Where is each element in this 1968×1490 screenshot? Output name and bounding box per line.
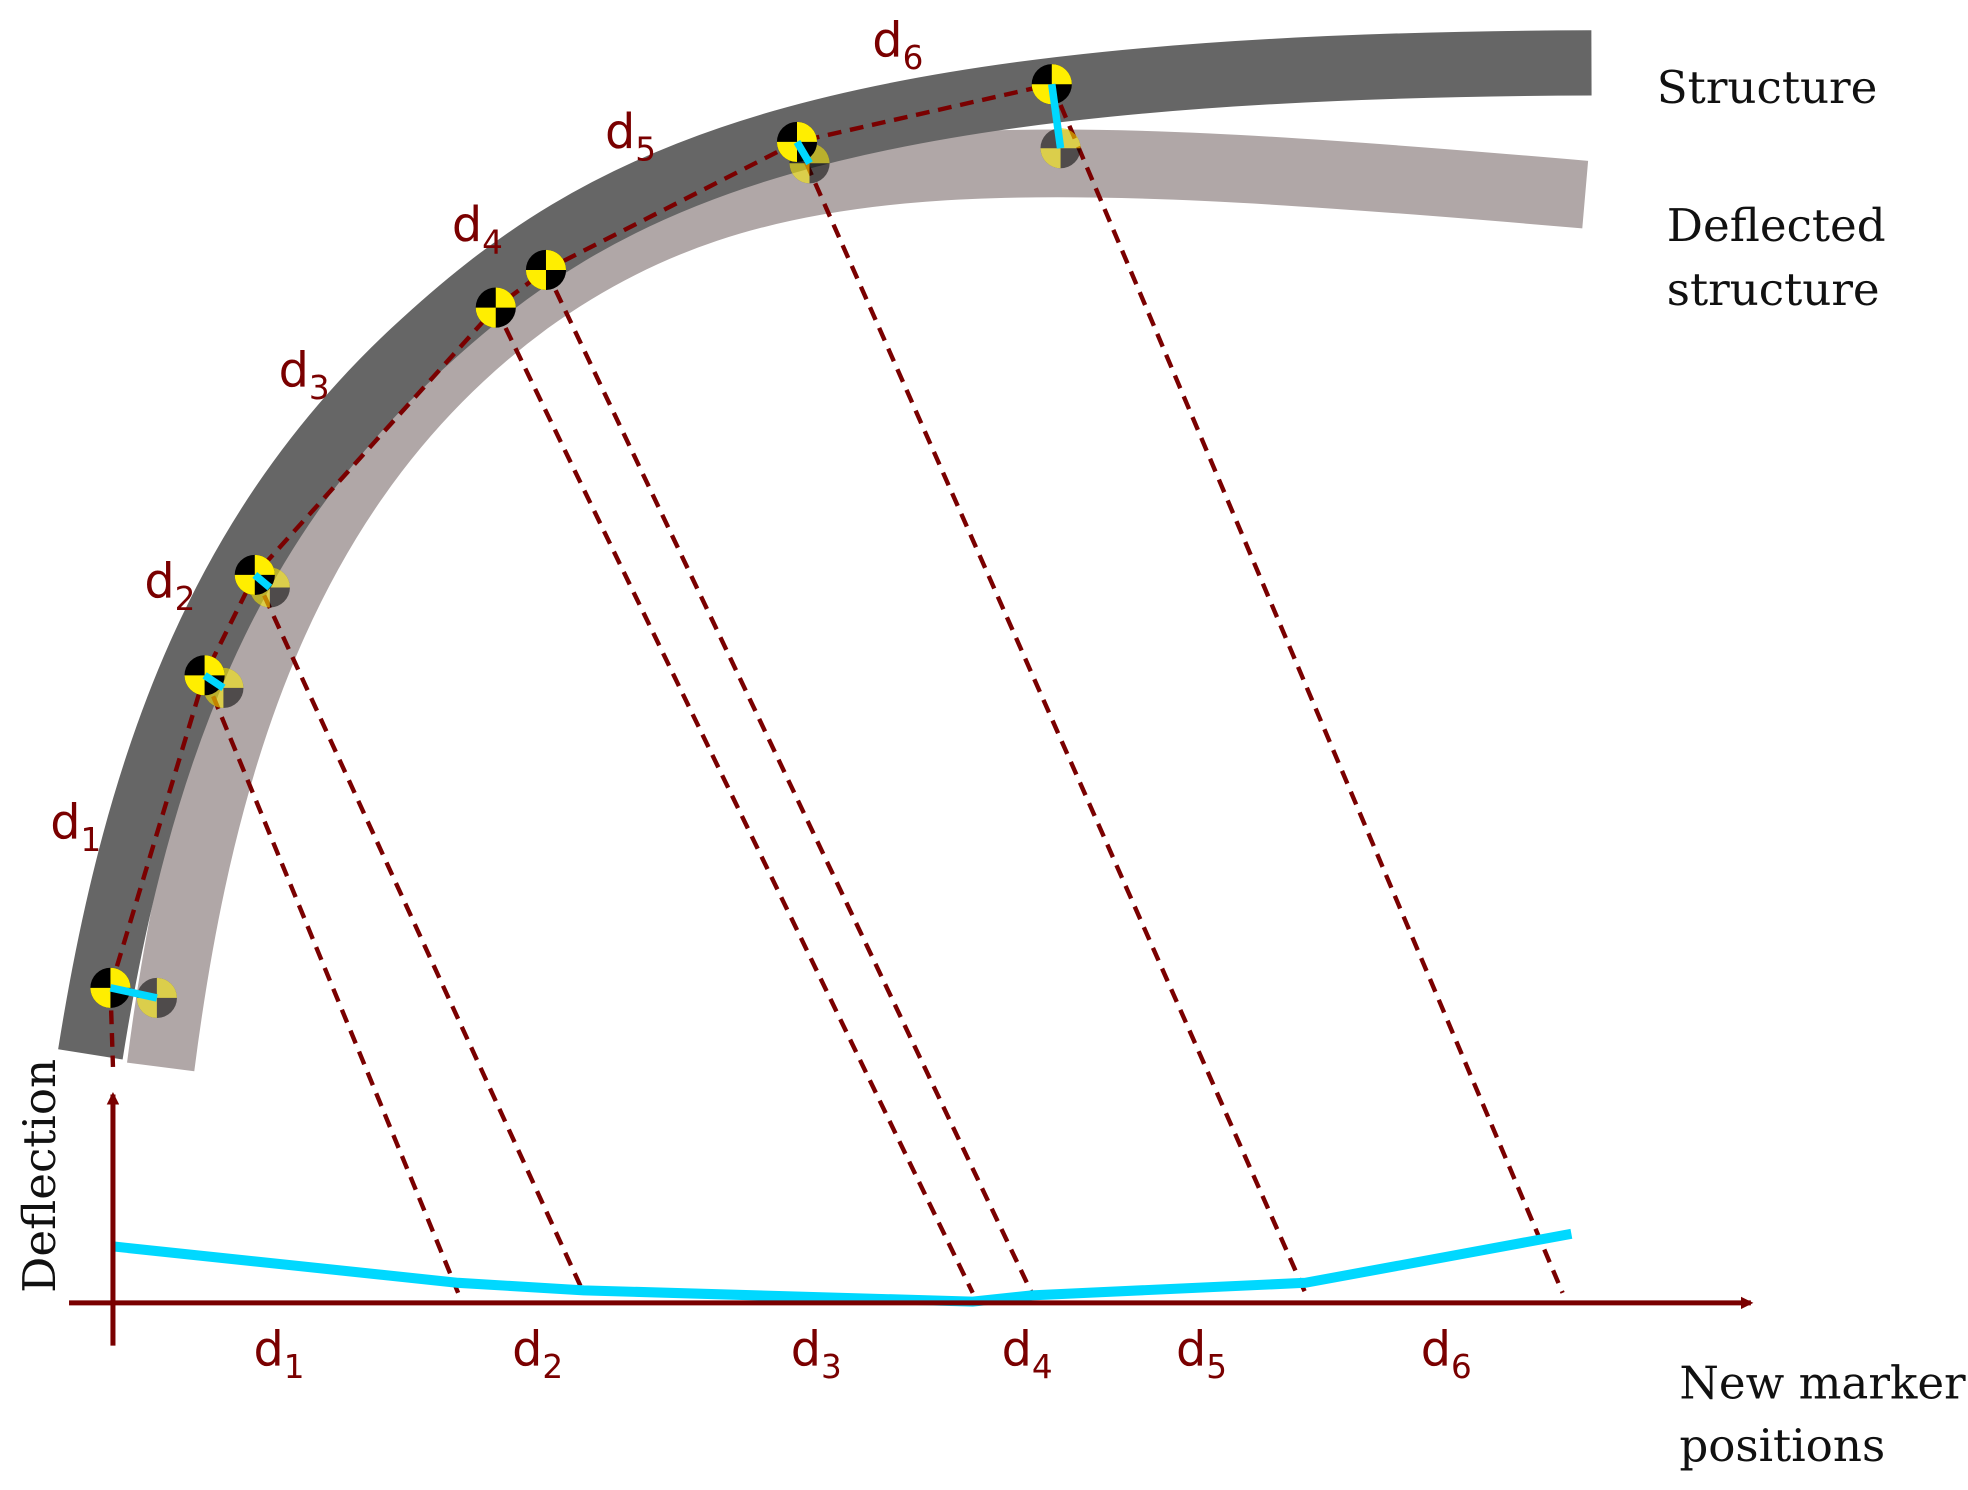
projection-lines — [108, 82, 1565, 1294]
projection-line — [493, 306, 975, 1294]
label-sub: 6 — [903, 39, 924, 77]
segment-label: d2 — [144, 555, 195, 619]
label-base: d — [50, 796, 80, 851]
label-sub: 2 — [175, 580, 196, 618]
label-base: d — [254, 1323, 284, 1378]
marker-quad — [475, 307, 496, 328]
displacement — [109, 984, 158, 1002]
label-base: d — [872, 14, 902, 69]
displacement — [252, 572, 273, 591]
marker-quad — [525, 269, 546, 291]
projection-line — [202, 674, 461, 1294]
marker-quad — [1031, 84, 1052, 105]
projection-line — [1049, 83, 1565, 1294]
marker-quad — [1051, 64, 1072, 85]
label-base: d — [144, 555, 174, 610]
label-sub: 3 — [821, 1348, 842, 1386]
marker-quad — [156, 977, 177, 998]
label-sub: 3 — [309, 369, 330, 407]
marker-quad — [789, 163, 810, 184]
marker-quad — [269, 567, 290, 588]
segment-label: d1 — [50, 796, 101, 860]
segment-label: d3 — [791, 1323, 842, 1387]
markers — [90, 64, 1081, 1018]
label-sub: 6 — [1451, 1348, 1472, 1386]
marker-quad — [796, 121, 818, 142]
label-base: d — [605, 105, 635, 160]
deflection-curve — [112, 1228, 1573, 1307]
marker-quad — [110, 967, 131, 988]
marker — [525, 249, 567, 291]
label-base: d — [512, 1323, 542, 1378]
label-base: d — [452, 198, 482, 253]
marker — [90, 967, 131, 1008]
segment-label: d3 — [279, 344, 330, 408]
projection-line — [252, 574, 586, 1294]
label-base: d — [791, 1323, 821, 1378]
marker-quad — [90, 987, 111, 1008]
label-base: d — [1421, 1323, 1451, 1378]
marker-quad — [223, 667, 244, 688]
marker-quad — [495, 287, 516, 308]
label-base: d — [1176, 1323, 1206, 1378]
deflected-label: Deflected — [1667, 199, 1886, 252]
marker-quad — [136, 997, 157, 1018]
segment-label: d2 — [512, 1323, 563, 1387]
displacement — [1048, 83, 1065, 149]
marker-quad — [1060, 128, 1081, 149]
label-base: d — [1002, 1323, 1032, 1378]
segment-label: d6 — [872, 14, 923, 78]
marker — [776, 121, 818, 163]
label-sub: 1 — [284, 1348, 305, 1386]
displacement — [793, 140, 813, 166]
label-sub: 4 — [1032, 1348, 1053, 1386]
y-axis-label: Deflection — [13, 1059, 66, 1293]
marker-quad — [204, 655, 225, 676]
deflected-label: structure — [1667, 263, 1880, 316]
label-base: d — [279, 344, 309, 399]
projection-line — [543, 269, 1034, 1294]
deflected-structure — [127, 129, 1589, 1072]
marker-quad — [776, 141, 797, 163]
structure-label: Structure — [1657, 61, 1878, 114]
x-axis-label: New marker — [1679, 1356, 1966, 1409]
marker-quad — [1040, 148, 1061, 169]
marker — [475, 287, 516, 328]
deflected-marker — [1040, 128, 1081, 169]
segment-label: d4 — [452, 198, 503, 262]
displacement — [202, 672, 226, 692]
x-axis-label: positions — [1679, 1419, 1885, 1472]
segment-label: d1 — [254, 1323, 305, 1387]
marker-quad — [254, 554, 275, 575]
projection-line — [794, 141, 1308, 1294]
segment-label: d4 — [1002, 1323, 1053, 1387]
label-sub: 5 — [1206, 1348, 1227, 1386]
label-sub: 1 — [80, 821, 101, 859]
segment-label: d5 — [605, 105, 656, 169]
marker — [184, 655, 225, 696]
marker-quad — [234, 574, 255, 596]
displacements — [109, 83, 1065, 1002]
segment-label: d5 — [1176, 1323, 1227, 1387]
label-sub: 2 — [542, 1348, 563, 1386]
marker-quad — [184, 675, 205, 696]
label-sub: 4 — [482, 224, 503, 262]
marker-quad — [545, 249, 567, 270]
label-sub: 5 — [635, 131, 656, 169]
segment-label: d6 — [1421, 1323, 1472, 1387]
